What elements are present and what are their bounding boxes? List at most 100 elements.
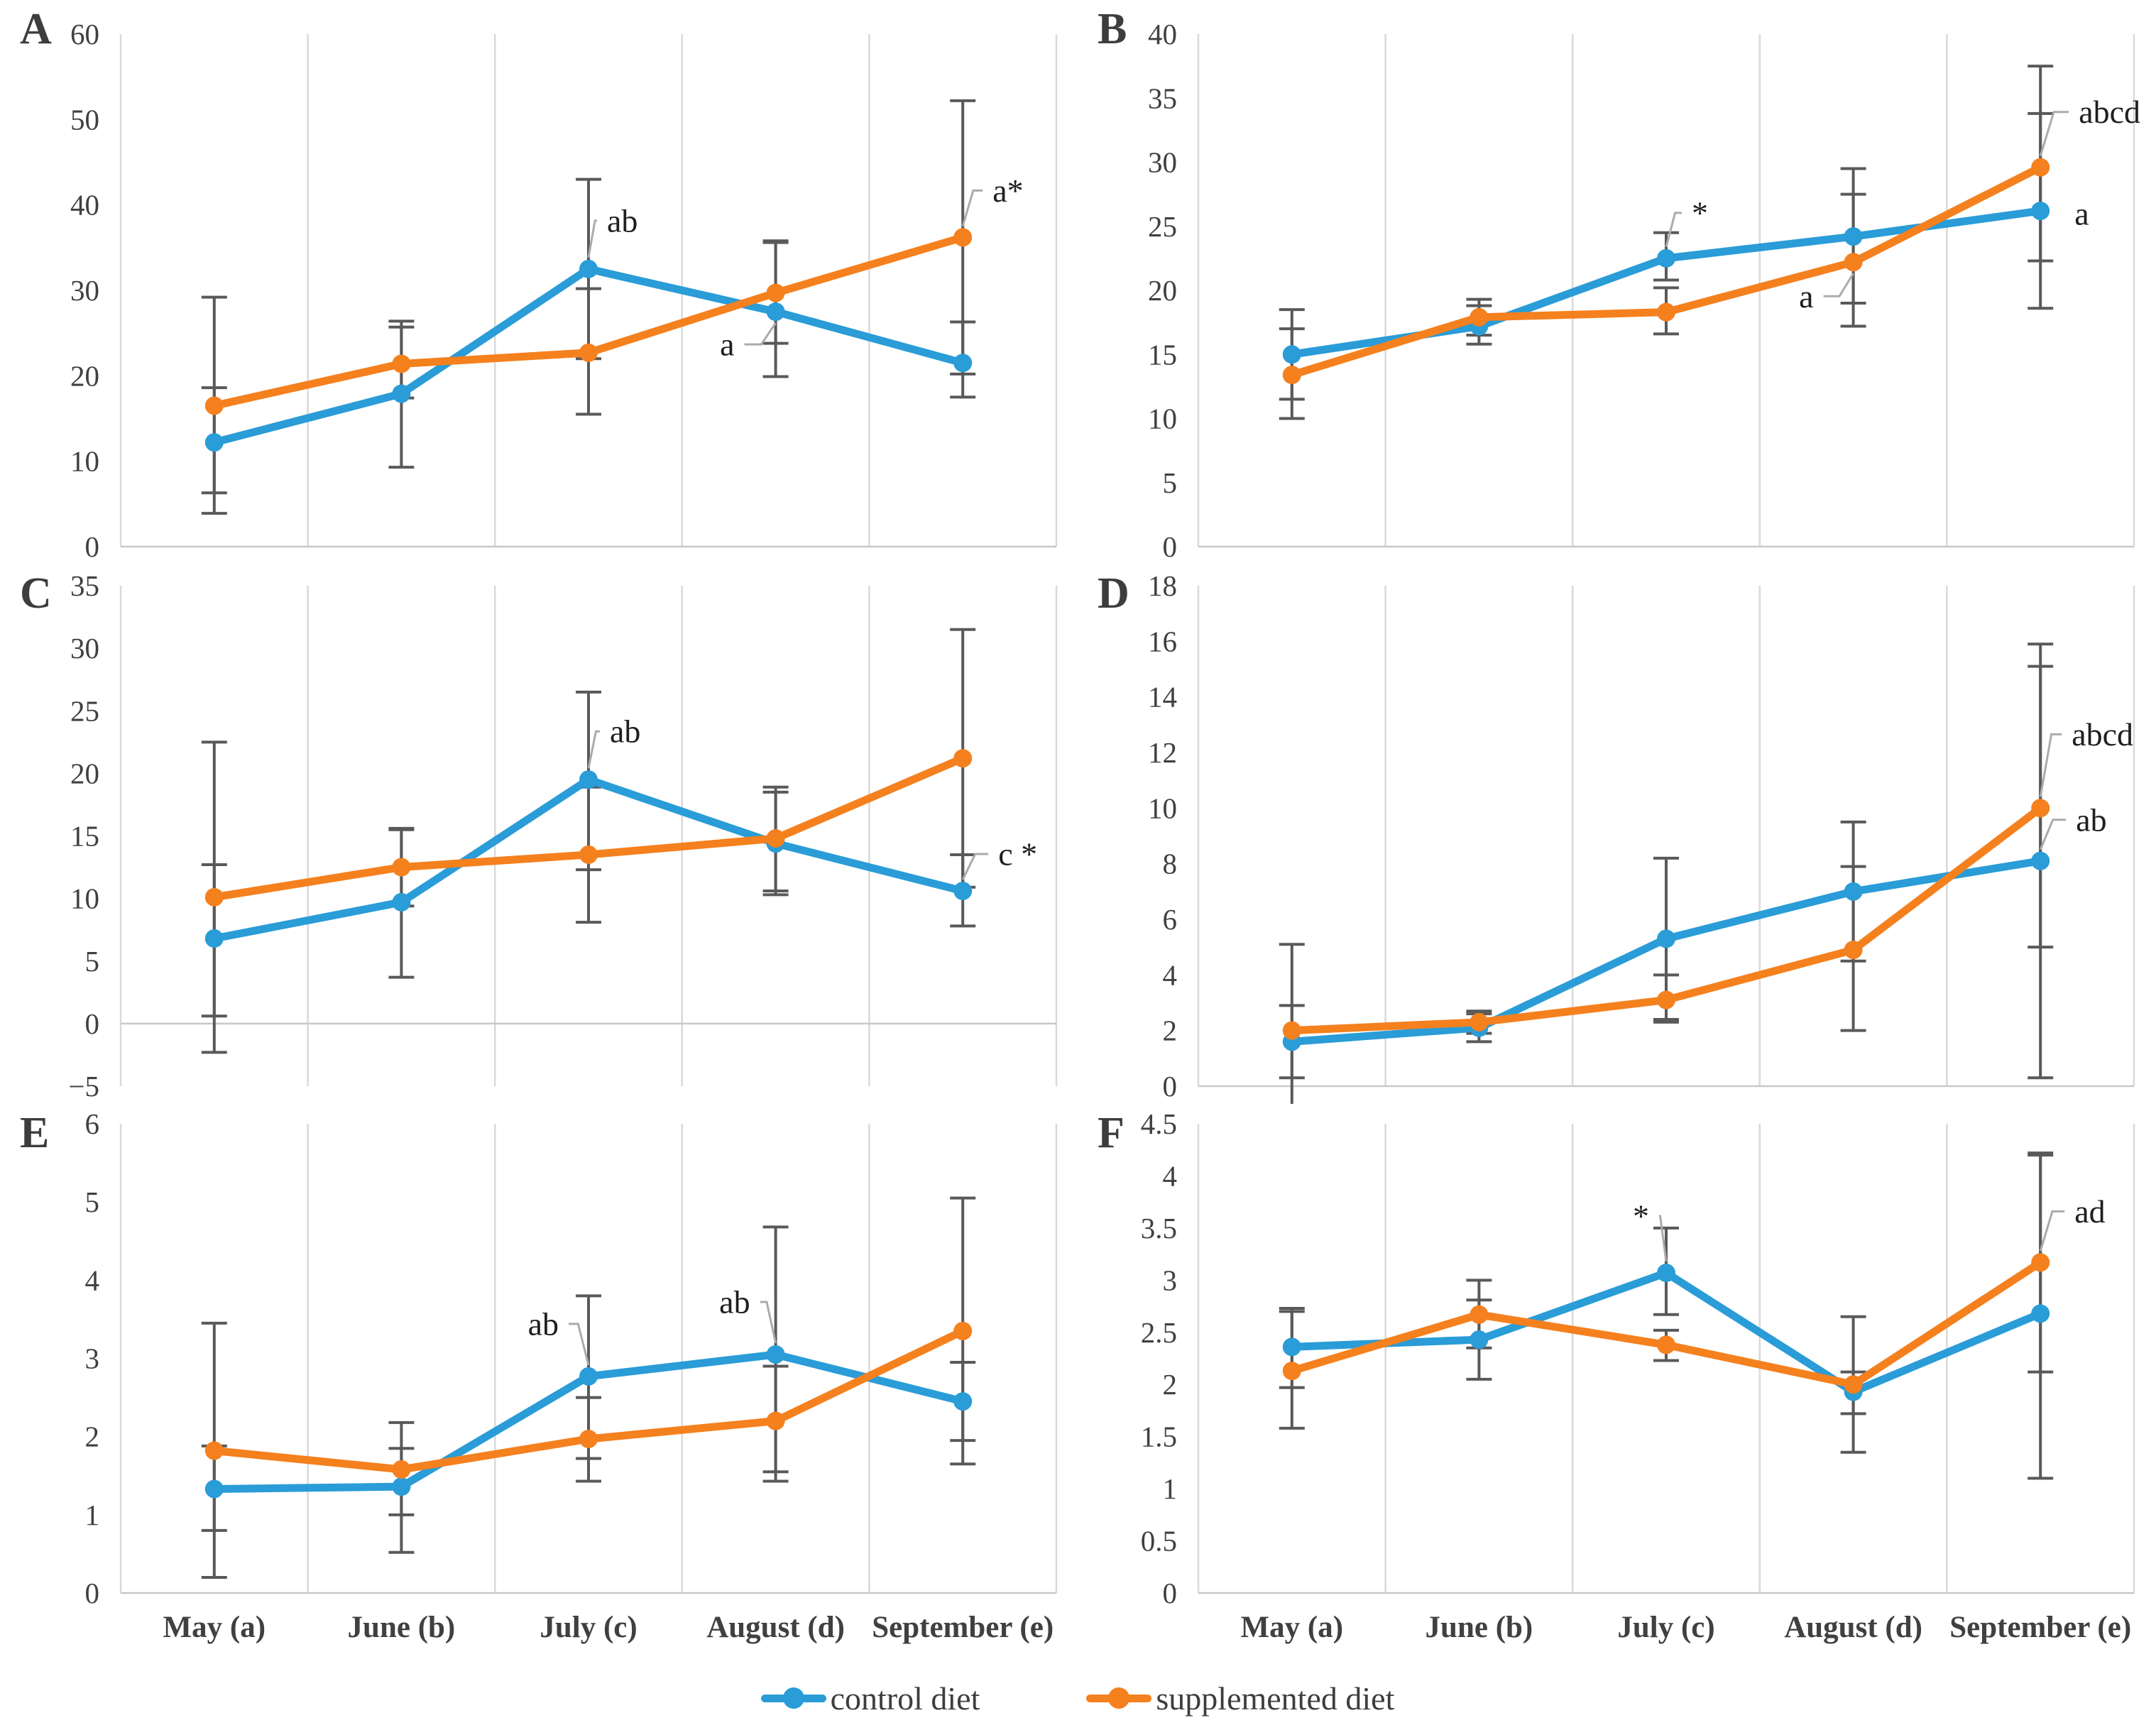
y-tick-label: 0 — [85, 530, 100, 563]
annotations: ab c * — [587, 713, 1037, 880]
data-point-marker — [2031, 851, 2050, 870]
significance-annotation: abcd — [2072, 716, 2133, 752]
y-tick-label: 0 — [1163, 1577, 1178, 1609]
data-point-marker — [2031, 1253, 2050, 1272]
y-axis-tick-labels: 0 10 20 30 40 50 60 — [70, 18, 99, 563]
annotation-leader-line — [2039, 819, 2067, 850]
data-point-marker — [1657, 248, 1675, 268]
annotation-leader-line — [587, 730, 600, 769]
chart-panel-e: E 0 1 2 3 4 5 6 ab ab May (a) June (b) July (c) Augu… — [0, 1104, 1078, 1661]
data-point-marker — [204, 396, 224, 415]
data-point-marker — [953, 354, 973, 373]
y-tick-label: 2 — [1163, 1368, 1178, 1401]
data-point-marker — [2031, 202, 2050, 221]
data-point-marker — [766, 1411, 785, 1430]
y-tick-label: 15 — [70, 820, 99, 853]
x-tick-label: August (d) — [706, 1611, 845, 1644]
gridlines — [1197, 586, 2135, 1086]
significance-annotation: ab — [719, 1284, 750, 1320]
line-chart-e: 0 1 2 3 4 5 6 ab ab May (a) June (b) July (c) August… — [85, 1107, 1058, 1644]
data-point-marker — [392, 1460, 411, 1479]
panel-grid: A 0 10 20 30 40 50 60 ab a a* B 0 5 10 15 20 25 30 35 40 *… — [0, 5, 2155, 1661]
data-point-marker — [1282, 1362, 1301, 1381]
significance-annotation: ab — [2076, 801, 2106, 838]
series-supplemented-diet — [204, 228, 973, 415]
y-tick-label: 10 — [1148, 403, 1177, 435]
significance-annotation: ad — [2074, 1193, 2105, 1230]
significance-annotation: a* — [992, 173, 1023, 209]
annotations: * a abcd a — [1665, 94, 2140, 314]
data-point-marker — [579, 1367, 598, 1386]
data-point-marker — [2031, 158, 2050, 177]
significance-annotation: a — [1799, 278, 1813, 314]
data-point-marker — [1470, 1012, 1489, 1031]
y-tick-label: 0 — [1163, 530, 1178, 563]
y-tick-label: 4 — [1163, 1159, 1178, 1192]
data-point-marker — [1282, 1021, 1301, 1040]
y-tick-label: 40 — [70, 189, 99, 221]
x-tick-label: May (a) — [163, 1611, 266, 1644]
x-tick-label: July (c) — [1617, 1611, 1714, 1644]
panel-letter-d: D — [1098, 569, 1129, 618]
chart-legend: control diet supplemented diet — [0, 1661, 2155, 1735]
annotation-leader-line — [569, 1323, 590, 1366]
significance-annotation: c * — [998, 836, 1037, 872]
y-tick-label: 0 — [85, 1577, 100, 1609]
annotation-leader-line — [2039, 111, 2069, 157]
y-tick-label: 2 — [1163, 1014, 1178, 1047]
y-tick-label: 0.5 — [1141, 1525, 1177, 1558]
series-control-diet — [204, 1345, 973, 1499]
significance-annotation: abcd — [2079, 94, 2140, 130]
y-tick-label: 6 — [85, 1107, 100, 1140]
y-axis-tick-labels: 0 0.5 1 1.5 2 2.5 3 3.5 4 4.5 — [1141, 1107, 1177, 1609]
data-point-marker — [579, 343, 598, 362]
series-supplemented-diet — [204, 1321, 973, 1479]
x-axis-labels: May (a) June (b) July (c) August (d) Septemb… — [1241, 1611, 2132, 1644]
data-point-marker — [1844, 227, 1863, 246]
y-tick-label: 5 — [85, 1186, 100, 1218]
y-tick-label: 0 — [1163, 1070, 1178, 1102]
annotation-leader-line — [1665, 212, 1682, 248]
y-tick-label: 1 — [85, 1499, 100, 1531]
line-chart-b: 0 5 10 15 20 25 30 35 40 * a abcd a — [1148, 18, 2140, 563]
legend-label-supplemented: supplemented diet — [1156, 1680, 1395, 1717]
data-point-marker — [392, 892, 411, 912]
y-tick-label: 1 — [1163, 1472, 1178, 1505]
error-bars-control — [1279, 1151, 2054, 1480]
error-bars-control — [201, 1225, 976, 1554]
annotation-leader-line — [744, 322, 777, 346]
panel-letter-e: E — [20, 1109, 50, 1157]
data-point-marker — [579, 1429, 598, 1448]
data-point-marker — [1844, 253, 1863, 272]
panel-letter-f: F — [1098, 1109, 1124, 1157]
data-point-marker — [953, 228, 973, 247]
panel-letter-a: A — [20, 5, 52, 53]
panel-letter-c: C — [20, 569, 52, 618]
data-point-marker — [204, 433, 224, 452]
x-tick-label: September (e) — [1949, 1611, 2131, 1644]
data-point-marker — [1844, 1375, 1863, 1394]
significance-annotation: * — [1633, 1198, 1649, 1235]
x-tick-label: September (e) — [872, 1611, 1054, 1644]
x-tick-label: July (c) — [540, 1611, 637, 1644]
data-point-marker — [204, 1479, 224, 1499]
y-tick-label: 35 — [1148, 82, 1177, 114]
series-control-diet — [1282, 1264, 2050, 1401]
data-point-marker — [2031, 799, 2050, 818]
y-tick-label: 5 — [85, 945, 100, 978]
y-axis-tick-labels: 0 5 10 15 20 25 30 35 40 — [1148, 18, 1177, 563]
data-point-marker — [1470, 1330, 1489, 1350]
x-tick-label: June (b) — [348, 1611, 456, 1644]
data-point-marker — [579, 259, 598, 278]
series-supplemented-diet — [1282, 1253, 2050, 1394]
significance-annotation: a — [2074, 196, 2089, 232]
data-point-marker — [953, 749, 973, 768]
y-tick-label: 3 — [85, 1342, 100, 1375]
significance-annotation: ab — [610, 713, 640, 750]
data-point-marker — [204, 1441, 224, 1460]
y-tick-label: 4 — [85, 1264, 100, 1296]
data-point-marker — [766, 302, 785, 322]
chart-panel-d: D 0 2 4 6 8 10 12 14 16 18 abcd ab — [1078, 564, 2155, 1104]
line-chart-f: 0 0.5 1 1.5 2 2.5 3 3.5 4 4.5 * ad May (a) June (b) Ju… — [1141, 1107, 2135, 1644]
